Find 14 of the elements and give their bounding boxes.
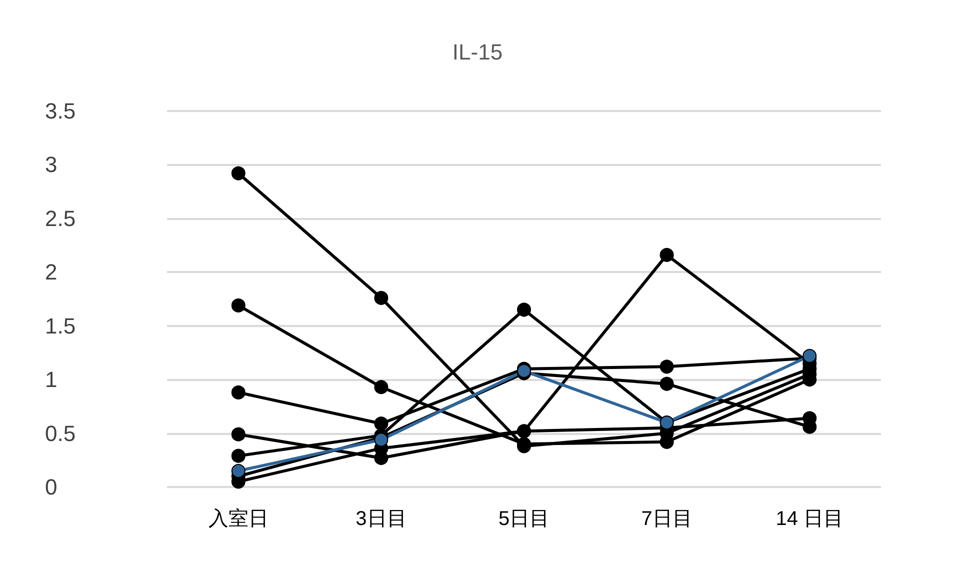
- x-tick-label: 14 日目: [776, 508, 844, 530]
- x-tick-label: 5日目: [498, 508, 550, 530]
- x-tick-label: 7日目: [641, 508, 692, 530]
- y-tick-label: 2.5: [45, 206, 76, 231]
- x-tick-label: 3日目: [356, 508, 407, 530]
- y-tick-label: 0: [45, 474, 58, 500]
- y-tick-label: 2: [45, 260, 58, 285]
- x-tick-label: 入室日: [208, 507, 268, 530]
- y-tick-label: 1: [45, 367, 58, 392]
- y-tick-label: 0.5: [45, 420, 76, 446]
- chart-title: IL-15: [452, 40, 503, 64]
- y-tick-label: 3.5: [45, 98, 76, 124]
- y-tick-label: 1.5: [45, 313, 76, 338]
- y-tick-label: 3: [45, 152, 58, 178]
